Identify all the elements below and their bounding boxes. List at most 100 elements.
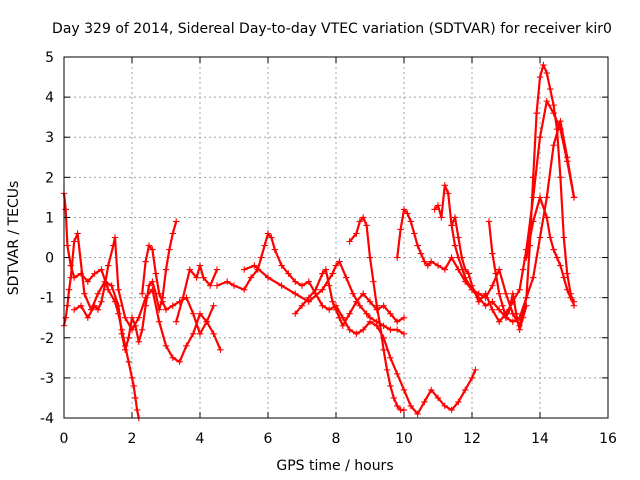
plus-marker	[261, 242, 268, 249]
plus-marker	[468, 374, 476, 382]
x-tick-label: 14	[531, 431, 549, 447]
plus-marker	[394, 318, 401, 325]
plus-marker	[421, 258, 428, 265]
plus-marker	[162, 306, 170, 313]
plus-marker	[179, 294, 187, 301]
plus-marker	[91, 270, 98, 277]
plus-marker	[421, 398, 428, 406]
plus-marker	[543, 194, 550, 201]
plus-marker	[196, 262, 204, 269]
y-tick-label: -1	[40, 291, 54, 307]
plus-marker	[118, 330, 125, 337]
plus-marker	[71, 238, 78, 245]
plus-marker	[264, 274, 272, 281]
plus-marker	[472, 366, 479, 374]
plus-marker	[387, 326, 394, 333]
plus-marker	[394, 254, 401, 261]
plus-marker	[550, 101, 557, 109]
plus-marker	[207, 282, 214, 289]
y-tick-label: 3	[45, 130, 54, 146]
plus-marker	[485, 218, 493, 225]
plus-marker	[489, 298, 496, 305]
plus-marker	[122, 346, 129, 354]
plus-marker	[91, 302, 98, 309]
plus-marker	[196, 330, 204, 337]
plus-marker	[536, 234, 544, 241]
plus-marker	[564, 158, 571, 165]
series-trace	[175, 264, 219, 323]
plus-marker	[543, 69, 550, 77]
plus-marker	[448, 406, 455, 414]
plus-marker	[543, 97, 550, 105]
plus-marker	[173, 318, 180, 325]
plus-marker	[482, 302, 489, 309]
plus-marker	[125, 358, 132, 366]
plus-marker	[428, 258, 435, 265]
plus-marker	[496, 318, 503, 325]
series-trace	[348, 216, 404, 412]
plus-marker	[455, 398, 462, 406]
plus-marker	[190, 310, 197, 317]
plus-marker	[98, 266, 105, 273]
plus-marker	[523, 302, 530, 309]
plus-marker	[278, 262, 285, 269]
plus-marker	[509, 290, 516, 297]
plus-marker	[264, 230, 272, 237]
x-tick-label: 10	[395, 431, 413, 447]
plus-marker	[536, 73, 544, 81]
plus-marker	[550, 109, 557, 117]
plus-marker	[210, 330, 217, 337]
x-tick-label: 0	[60, 431, 69, 447]
plus-marker	[332, 262, 340, 269]
plus-marker	[319, 286, 326, 293]
plus-marker	[458, 254, 465, 261]
plus-marker	[441, 402, 448, 410]
x-tick-label: 8	[332, 431, 341, 447]
plus-marker	[360, 214, 367, 221]
plus-marker	[547, 234, 554, 241]
plus-marker	[329, 270, 336, 277]
plus-marker	[169, 230, 176, 237]
plus-marker	[400, 386, 408, 394]
plus-marker	[455, 266, 462, 273]
plus-marker	[451, 214, 459, 221]
series-trace	[62, 221, 178, 351]
x-tick-label: 12	[463, 431, 481, 447]
plus-marker	[230, 282, 238, 289]
plus-marker	[492, 270, 499, 277]
plus-marker	[536, 194, 544, 201]
plus-marker	[166, 246, 173, 253]
plus-marker	[489, 282, 496, 289]
series-trace	[433, 63, 576, 327]
series-trace	[62, 193, 140, 419]
plus-marker	[451, 242, 459, 249]
plus-marker	[196, 310, 204, 317]
plus-marker	[353, 298, 360, 305]
plus-marker	[193, 274, 200, 281]
plus-marker	[251, 262, 258, 269]
y-tick-labels: -4 -3 -2 -1 0 1 2 3 4 5	[40, 50, 54, 427]
plus-marker	[434, 202, 442, 209]
series-sat-g	[241, 258, 408, 337]
plus-marker	[162, 342, 170, 349]
plus-marker	[516, 326, 523, 333]
plus-marker	[349, 290, 357, 297]
series-sat-d	[139, 242, 217, 337]
plus-marker	[394, 402, 401, 410]
plus-marker	[553, 254, 561, 261]
plus-marker	[326, 282, 333, 289]
x-tick-labels: 0 2 4 6 8 10 12 14 16	[60, 431, 617, 447]
plus-marker	[346, 310, 353, 317]
plus-marker	[77, 302, 85, 309]
plus-marker	[434, 262, 442, 269]
plus-marker	[125, 334, 132, 341]
plus-marker	[292, 310, 299, 317]
plus-marker	[533, 109, 540, 117]
series-trace	[525, 196, 575, 303]
plus-marker	[519, 314, 527, 321]
plus-marker	[115, 302, 122, 309]
plus-marker	[366, 254, 374, 261]
plus-marker	[564, 270, 571, 277]
series-sat-i	[346, 214, 408, 414]
